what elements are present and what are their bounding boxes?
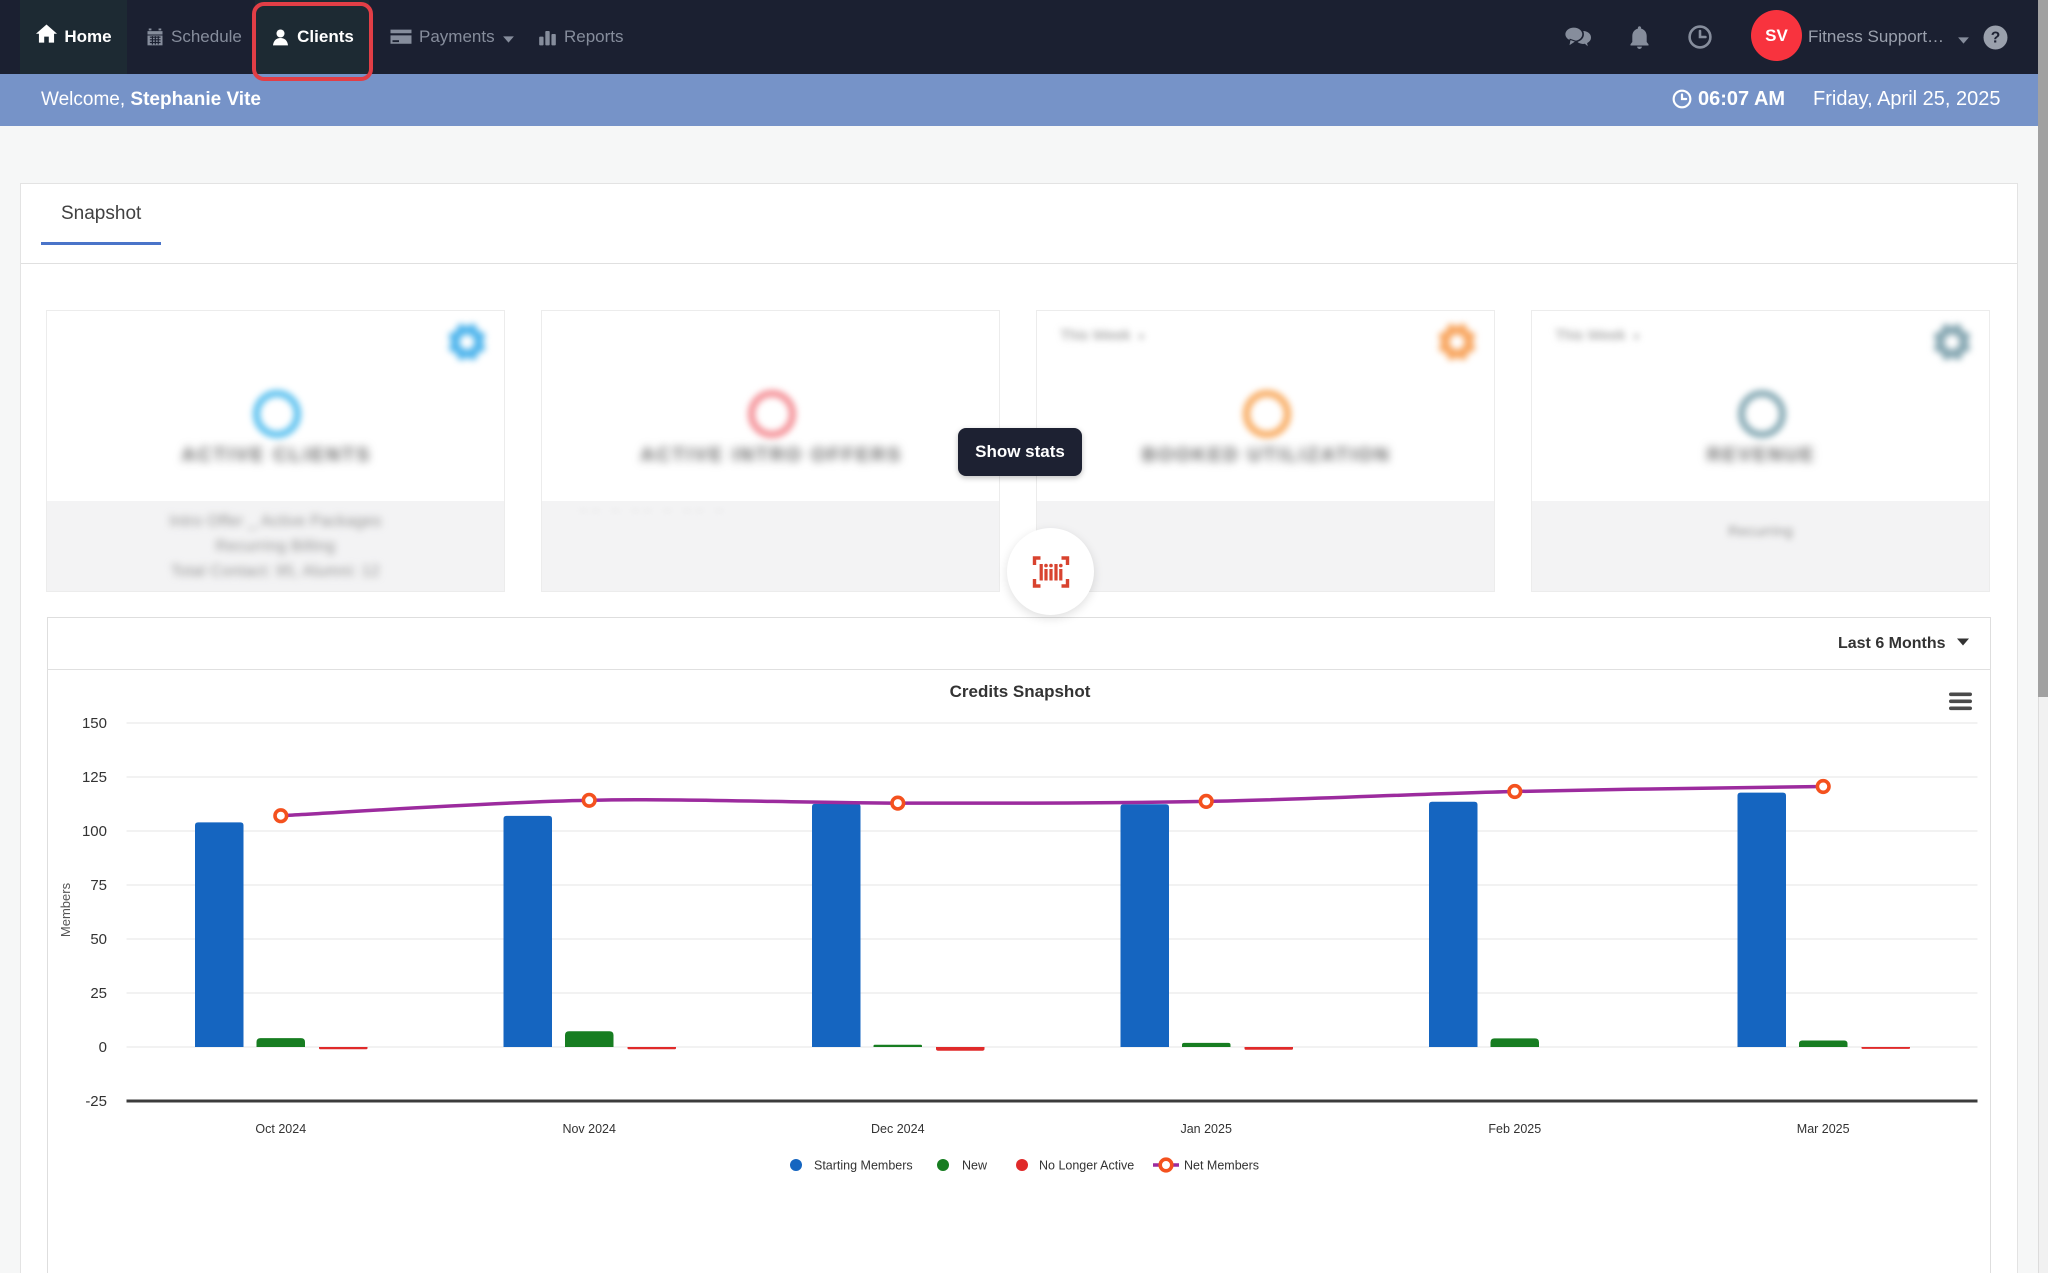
svg-text:Dec 2024: Dec 2024 xyxy=(871,1122,925,1136)
svg-text:Starting Members: Starting Members xyxy=(814,1159,913,1173)
svg-text:0: 0 xyxy=(99,1039,107,1056)
svg-text:125: 125 xyxy=(82,769,107,786)
svg-text:Members: Members xyxy=(58,882,73,937)
svg-text:100: 100 xyxy=(82,823,107,840)
svg-text:50: 50 xyxy=(90,931,107,948)
svg-text:Net Members: Net Members xyxy=(1184,1159,1259,1173)
svg-text:-25: -25 xyxy=(85,1093,107,1110)
svg-text:Mar 2025: Mar 2025 xyxy=(1797,1122,1850,1136)
svg-text:75: 75 xyxy=(90,877,107,894)
svg-text:Oct 2024: Oct 2024 xyxy=(255,1122,306,1136)
svg-text:New: New xyxy=(962,1159,988,1173)
svg-text:Jan 2025: Jan 2025 xyxy=(1180,1122,1231,1136)
svg-text:Nov 2024: Nov 2024 xyxy=(562,1122,616,1136)
svg-text:Feb 2025: Feb 2025 xyxy=(1488,1122,1541,1136)
svg-text:150: 150 xyxy=(82,715,107,732)
svg-text:25: 25 xyxy=(90,985,107,1002)
svg-text:Credits Snapshot: Credits Snapshot xyxy=(950,682,1091,701)
svg-text:No Longer Active: No Longer Active xyxy=(1039,1159,1134,1173)
svg-text:?: ? xyxy=(1991,29,2001,46)
